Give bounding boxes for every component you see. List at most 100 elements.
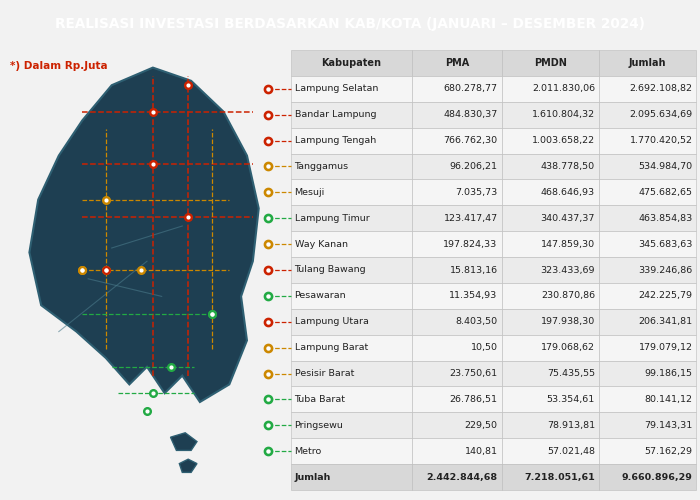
Text: Lampung Tengah: Lampung Tengah xyxy=(295,136,376,145)
Bar xyxy=(290,102,412,128)
Text: 26.786,51: 26.786,51 xyxy=(449,395,498,404)
Bar xyxy=(412,102,502,128)
Bar xyxy=(502,128,599,154)
Bar xyxy=(290,309,412,334)
Text: Pesawaran: Pesawaran xyxy=(295,292,346,300)
Bar xyxy=(599,102,696,128)
Text: Kabupaten: Kabupaten xyxy=(321,58,382,68)
Text: 179.068,62: 179.068,62 xyxy=(541,343,595,352)
Bar xyxy=(290,50,412,76)
Bar xyxy=(290,180,412,206)
Bar xyxy=(502,76,599,102)
Text: Bandar Lampung: Bandar Lampung xyxy=(295,110,376,119)
Bar xyxy=(502,231,599,257)
Bar xyxy=(290,464,412,490)
Text: 78.913,81: 78.913,81 xyxy=(547,421,595,430)
Bar xyxy=(412,283,502,309)
Text: Lampung Utara: Lampung Utara xyxy=(295,318,368,326)
Text: Jumlah: Jumlah xyxy=(629,58,666,68)
Text: 475.682,65: 475.682,65 xyxy=(638,188,692,197)
Text: 323.433,69: 323.433,69 xyxy=(540,266,595,274)
Text: PMDN: PMDN xyxy=(534,58,567,68)
Text: 99.186,15: 99.186,15 xyxy=(645,369,692,378)
Bar xyxy=(502,154,599,180)
Bar xyxy=(599,257,696,283)
Text: Pesisir Barat: Pesisir Barat xyxy=(295,369,354,378)
Text: 8.403,50: 8.403,50 xyxy=(456,318,498,326)
Bar xyxy=(502,180,599,206)
Bar xyxy=(502,438,599,464)
Bar xyxy=(502,102,599,128)
Bar xyxy=(599,76,696,102)
Bar xyxy=(599,386,696,412)
Bar xyxy=(412,50,502,76)
Bar xyxy=(599,283,696,309)
Bar xyxy=(290,257,412,283)
Text: 53.354,61: 53.354,61 xyxy=(547,395,595,404)
Bar xyxy=(599,231,696,257)
Text: 345.683,63: 345.683,63 xyxy=(638,240,692,248)
Bar xyxy=(290,412,412,438)
Text: 75.435,55: 75.435,55 xyxy=(547,369,595,378)
Text: REALISASI INVESTASI BERDASARKAN KAB/KOTA (JANUARI – DESEMBER 2024): REALISASI INVESTASI BERDASARKAN KAB/KOTA… xyxy=(55,16,645,31)
Text: Jumlah: Jumlah xyxy=(295,472,331,482)
Bar xyxy=(412,309,502,334)
Text: 123.417,47: 123.417,47 xyxy=(443,214,498,222)
Text: Tulang Bawang: Tulang Bawang xyxy=(295,266,366,274)
Text: 230.870,86: 230.870,86 xyxy=(541,292,595,300)
Bar xyxy=(412,412,502,438)
Text: 534.984,70: 534.984,70 xyxy=(638,162,692,171)
Text: 96.206,21: 96.206,21 xyxy=(449,162,498,171)
Bar xyxy=(599,180,696,206)
Bar xyxy=(599,464,696,490)
Bar xyxy=(502,334,599,360)
Bar xyxy=(502,386,599,412)
Bar xyxy=(412,206,502,231)
Text: 140,81: 140,81 xyxy=(465,446,498,456)
Bar xyxy=(290,231,412,257)
Text: Way Kanan: Way Kanan xyxy=(295,240,348,248)
Bar xyxy=(290,206,412,231)
Text: 179.079,12: 179.079,12 xyxy=(638,343,692,352)
Bar xyxy=(599,309,696,334)
Text: 15.813,16: 15.813,16 xyxy=(449,266,498,274)
Text: *) Dalam Rp.Juta: *) Dalam Rp.Juta xyxy=(10,61,108,71)
Text: 2.442.844,68: 2.442.844,68 xyxy=(426,472,498,482)
Text: Lampung Timur: Lampung Timur xyxy=(295,214,370,222)
Text: Mesuji: Mesuji xyxy=(295,188,325,197)
Bar xyxy=(412,76,502,102)
Bar xyxy=(599,206,696,231)
Bar xyxy=(412,334,502,360)
Text: 1.770.420,52: 1.770.420,52 xyxy=(629,136,692,145)
Bar xyxy=(412,464,502,490)
Text: Pringsewu: Pringsewu xyxy=(295,421,344,430)
Text: 1.003.658,22: 1.003.658,22 xyxy=(532,136,595,145)
Bar xyxy=(599,154,696,180)
Bar xyxy=(412,438,502,464)
Text: 7.218.051,61: 7.218.051,61 xyxy=(524,472,595,482)
Text: 147.859,30: 147.859,30 xyxy=(541,240,595,248)
Text: 2.011.830,06: 2.011.830,06 xyxy=(532,84,595,94)
Text: 80.141,12: 80.141,12 xyxy=(645,395,692,404)
Bar xyxy=(412,386,502,412)
Bar xyxy=(412,257,502,283)
Bar xyxy=(412,180,502,206)
Text: 339.246,86: 339.246,86 xyxy=(638,266,692,274)
Text: Tuba Barat: Tuba Barat xyxy=(295,395,346,404)
Text: 197.938,30: 197.938,30 xyxy=(540,318,595,326)
Text: Lampung Selatan: Lampung Selatan xyxy=(295,84,378,94)
Bar xyxy=(502,257,599,283)
Bar xyxy=(290,334,412,360)
Text: 766.762,30: 766.762,30 xyxy=(443,136,498,145)
Text: 468.646,93: 468.646,93 xyxy=(541,188,595,197)
Bar xyxy=(502,206,599,231)
Text: 1.610.804,32: 1.610.804,32 xyxy=(532,110,595,119)
Text: 680.278,77: 680.278,77 xyxy=(444,84,498,94)
Text: Metro: Metro xyxy=(295,446,322,456)
Text: 2.095.634,69: 2.095.634,69 xyxy=(629,110,692,119)
Bar xyxy=(502,360,599,386)
Bar xyxy=(599,360,696,386)
Text: 10,50: 10,50 xyxy=(470,343,498,352)
Bar xyxy=(502,283,599,309)
Bar xyxy=(290,438,412,464)
